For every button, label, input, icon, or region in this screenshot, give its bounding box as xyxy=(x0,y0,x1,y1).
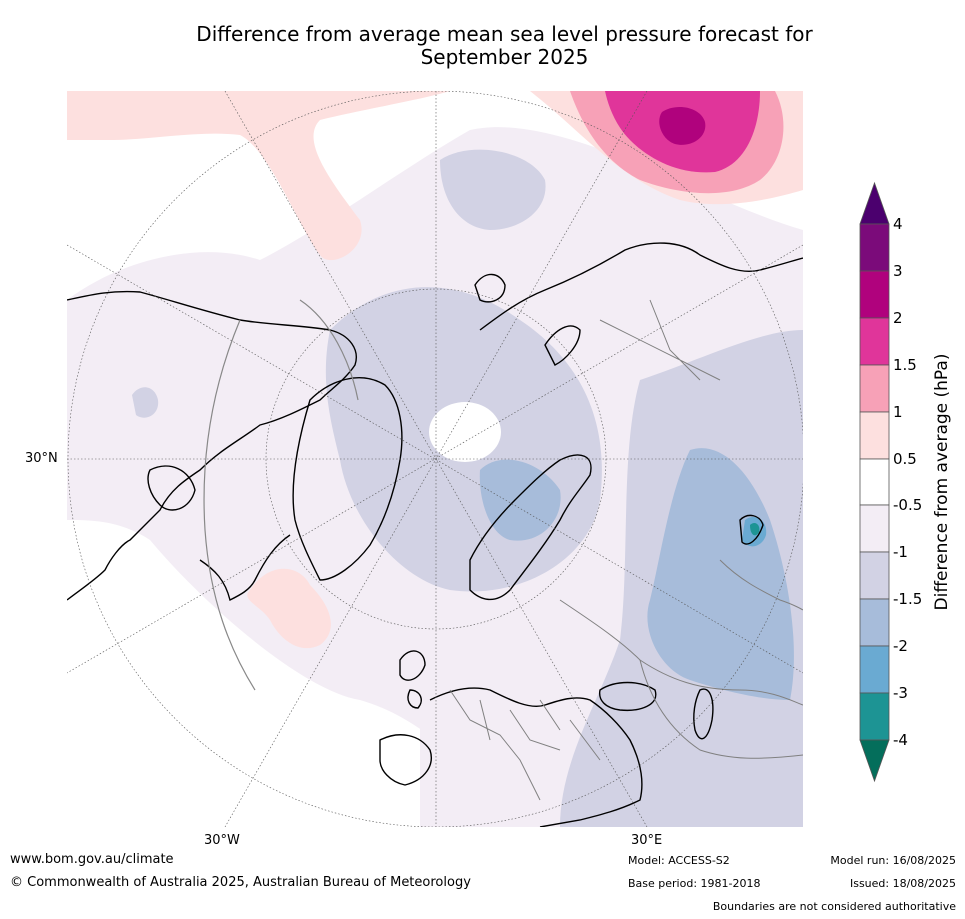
border-mongolia-china xyxy=(719,559,803,611)
coastline-greenland xyxy=(292,377,403,581)
prime-meridian-line-2 xyxy=(299,299,359,401)
anomaly-pink-light-nw xyxy=(67,91,450,261)
graticule-meridian-5 xyxy=(224,91,648,827)
coastline-europe xyxy=(429,687,643,827)
disclaimer-text: Boundaries are not considered authoritat… xyxy=(712,900,956,913)
colorbar-extend-top xyxy=(859,181,890,225)
copyright-text: © Commonwealth of Australia 2025, Austra… xyxy=(10,875,471,890)
graticule xyxy=(67,91,803,827)
border-europe xyxy=(449,689,601,801)
anomaly-pink-light-atlantic xyxy=(247,568,331,649)
colorbar-title: Difference from average (hPa) xyxy=(932,353,952,611)
border-russia xyxy=(559,599,803,706)
colorbar-tick: 1.5 xyxy=(893,356,917,374)
coastline-hudson-bay xyxy=(147,465,196,511)
colorbar-tick: 4 xyxy=(893,215,903,233)
colorbar-bin-neutral xyxy=(859,458,890,506)
coastline-caspian xyxy=(693,688,714,740)
colorbar-tick: 1 xyxy=(893,403,903,421)
base-period-text: Base period: 1981-2018 xyxy=(628,877,761,890)
model-run-text: Model run: 16/08/2025 xyxy=(830,854,956,867)
border-russia-north xyxy=(599,299,721,381)
colorbar-bin-3-2 xyxy=(859,270,890,319)
colorbar-tick: -3 xyxy=(893,684,908,702)
anomaly-magenta xyxy=(659,106,706,145)
colorbar-tick: 2 xyxy=(893,309,903,327)
lon-label-30w: 30°W xyxy=(204,833,240,848)
coastline-scandinavia xyxy=(469,454,592,601)
coastline-svalbard xyxy=(474,273,506,303)
colorbar-bin-4-3 xyxy=(859,223,890,272)
map-title-line2: September 2025 xyxy=(420,45,589,69)
colorbar-bin-neg1-neg1.5 xyxy=(859,551,890,600)
model-text: Model: ACCESS-S2 xyxy=(628,854,730,867)
coastline-canada-east xyxy=(199,534,291,602)
coastline-black-sea xyxy=(598,681,657,712)
map-title-line1: Difference from average mean sea level p… xyxy=(196,22,813,46)
colorbar-bin-neg3-neg4 xyxy=(859,692,890,741)
colorbar-bin-2-1.5 xyxy=(859,317,890,366)
coastline-novaya-zemlya xyxy=(544,325,581,366)
colorbar-tick: -4 xyxy=(893,731,908,749)
coastline-north-america xyxy=(67,290,357,601)
anomaly-teal xyxy=(750,522,760,536)
colorbar-tick: -2 xyxy=(893,637,908,655)
lon-label-30e: 30°E xyxy=(631,833,663,848)
colorbar-tick: 3 xyxy=(893,262,903,280)
coastline-british-isles xyxy=(399,650,426,709)
colorbar-bin-neg1.5-neg2 xyxy=(859,598,890,647)
colorbar-tick: -0.5 xyxy=(893,496,923,514)
coastline-baikal xyxy=(739,514,764,545)
colorbar-bin-neg2-neg3 xyxy=(859,645,890,694)
border-kazakhstan xyxy=(639,659,803,759)
anomaly-neutral-pole xyxy=(429,402,501,462)
colorbar xyxy=(859,181,890,783)
anomaly-blue-grey xyxy=(479,459,561,541)
coastline-iberia xyxy=(379,734,432,786)
colorbar-extend-bottom xyxy=(859,739,890,783)
pressure-anomaly-fills xyxy=(67,91,803,827)
map-panel xyxy=(67,91,803,827)
issued-text: Issued: 18/08/2025 xyxy=(849,877,956,890)
colorbar-bin-1-0.5 xyxy=(859,411,890,460)
colorbar-tick: 0.5 xyxy=(893,450,917,468)
colorbar-tick: -1.5 xyxy=(893,590,923,608)
colorbar-bin-neg0.5-neg1 xyxy=(859,504,890,553)
anomaly-blue-grey-east xyxy=(647,448,794,700)
anomaly-lavender-north xyxy=(440,149,546,230)
lat-label-30n: 30°N xyxy=(25,451,58,466)
colorbar-tick: -1 xyxy=(893,543,908,561)
colorbar-bin-1.5-1 xyxy=(859,364,890,413)
website-link[interactable]: www.bom.gov.au/climate xyxy=(10,852,174,867)
country-borders xyxy=(449,299,803,801)
prime-meridian-line xyxy=(203,319,256,691)
anomaly-lavender-west xyxy=(132,387,159,418)
